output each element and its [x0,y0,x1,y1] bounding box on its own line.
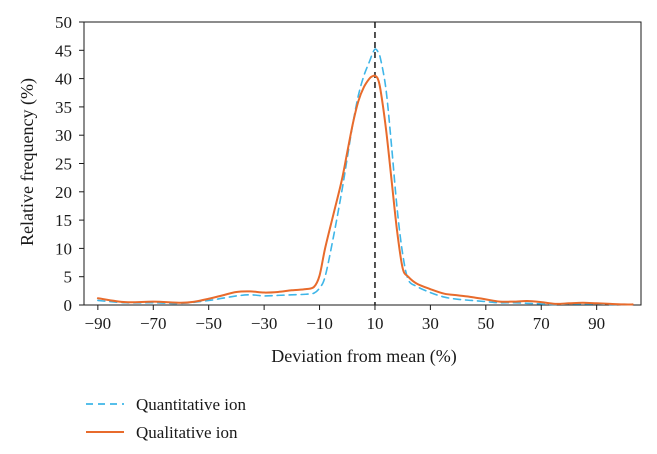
x-tick-label: 70 [533,314,550,333]
plot-area [83,21,642,306]
x-tick-label: 10 [366,314,383,333]
legend-label-quantitative: Quantitative ion [136,395,247,414]
x-tick-label: −50 [195,314,222,333]
y-tick-label: 45 [55,41,72,60]
legend-label-qualitative: Qualitative ion [136,423,238,442]
x-tick-label: −10 [306,314,333,333]
series-line-qualitative [96,74,634,306]
x-tick-label: −90 [85,314,112,333]
x-tick-label: −70 [140,314,167,333]
series-layer [96,48,634,306]
x-tick-label: 30 [422,314,439,333]
x-axis-ticks: −90 −70 −50 −30 −10 10 30 50 70 90 [85,305,605,333]
y-tick-label: 25 [55,155,72,174]
y-tick-label: 30 [55,126,72,145]
y-tick-label: 10 [55,239,72,258]
x-tick-label: −30 [251,314,278,333]
plot-frame [83,21,642,306]
x-tick-label: 90 [588,314,605,333]
y-tick-label: 5 [64,268,73,287]
y-tick-label: 20 [55,183,72,202]
y-tick-label: 40 [55,70,72,89]
x-tick-label: 50 [477,314,494,333]
y-axis-title: Relative frequency (%) [17,78,38,246]
x-axis-title: Deviation from mean (%) [271,346,456,367]
y-axis-ticks: 0 5 10 15 20 25 30 35 40 45 50 [55,13,84,315]
y-tick-label: 15 [55,211,72,230]
legend: Quantitative ion Qualitative ion [86,395,247,442]
y-tick-label: 35 [55,98,72,117]
series-line-quantitative [97,48,634,306]
y-tick-label: 50 [55,13,72,32]
y-tick-label: 0 [64,296,73,315]
